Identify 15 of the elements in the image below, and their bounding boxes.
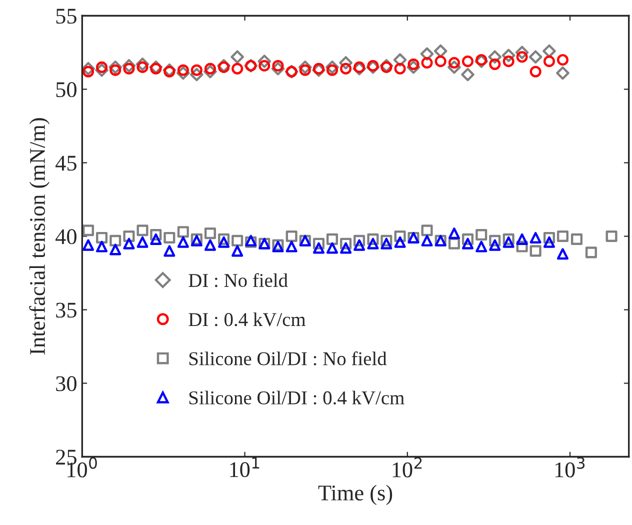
y-tick-label: 35 (56, 302, 76, 318)
x-tick-label: 10$^{1}$ (230, 457, 260, 478)
y-tick-label: 55 (56, 8, 76, 24)
legend-label: Silicone Oil/DI : No field (189, 351, 387, 366)
legend-label: Silicone Oil/DI : 0.4 kV/cm (189, 390, 404, 405)
x-axis-title: Time (s) (318, 484, 392, 505)
legend-label: DI : No field (188, 273, 288, 288)
y-axis-title: Interfacial tension (mN/m) (29, 118, 50, 355)
y-tick-label: 30 (56, 376, 76, 392)
x-tick-label: 10$^{2}$ (392, 457, 422, 478)
legend-label: DI : 0.4 kV/cm (188, 312, 306, 326)
y-tick-label: 40 (56, 229, 76, 244)
y-tick-label: 50 (56, 82, 76, 98)
x-tick-label: 10$^{3}$ (555, 457, 585, 478)
y-tick-label: 45 (56, 156, 76, 171)
